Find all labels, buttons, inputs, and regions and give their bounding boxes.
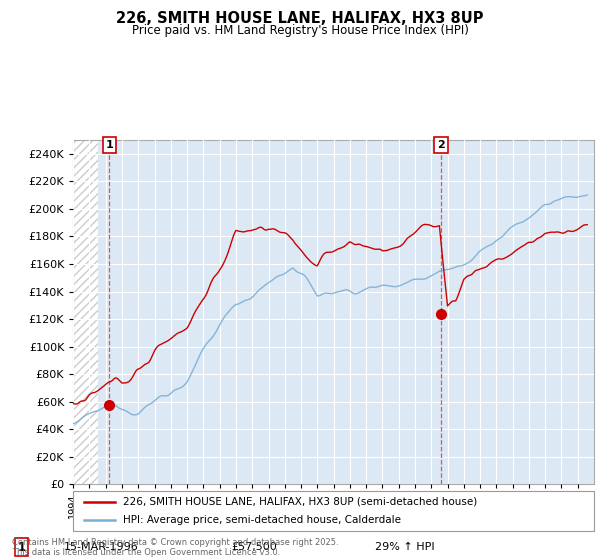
Text: £57,500: £57,500 — [231, 542, 277, 552]
Text: 2: 2 — [437, 140, 445, 150]
Text: Contains HM Land Registry data © Crown copyright and database right 2025.
This d: Contains HM Land Registry data © Crown c… — [12, 538, 338, 557]
Bar — [73, 140, 98, 484]
FancyBboxPatch shape — [73, 491, 594, 531]
Text: 1: 1 — [105, 140, 113, 150]
Text: HPI: Average price, semi-detached house, Calderdale: HPI: Average price, semi-detached house,… — [122, 515, 401, 525]
Text: 226, SMITH HOUSE LANE, HALIFAX, HX3 8UP: 226, SMITH HOUSE LANE, HALIFAX, HX3 8UP — [116, 11, 484, 26]
Text: 1: 1 — [18, 540, 26, 554]
Text: 29% ↑ HPI: 29% ↑ HPI — [375, 542, 434, 552]
Text: 15-MAR-1996: 15-MAR-1996 — [64, 542, 139, 552]
Text: Price paid vs. HM Land Registry's House Price Index (HPI): Price paid vs. HM Land Registry's House … — [131, 24, 469, 36]
Text: 226, SMITH HOUSE LANE, HALIFAX, HX3 8UP (semi-detached house): 226, SMITH HOUSE LANE, HALIFAX, HX3 8UP … — [122, 497, 477, 507]
